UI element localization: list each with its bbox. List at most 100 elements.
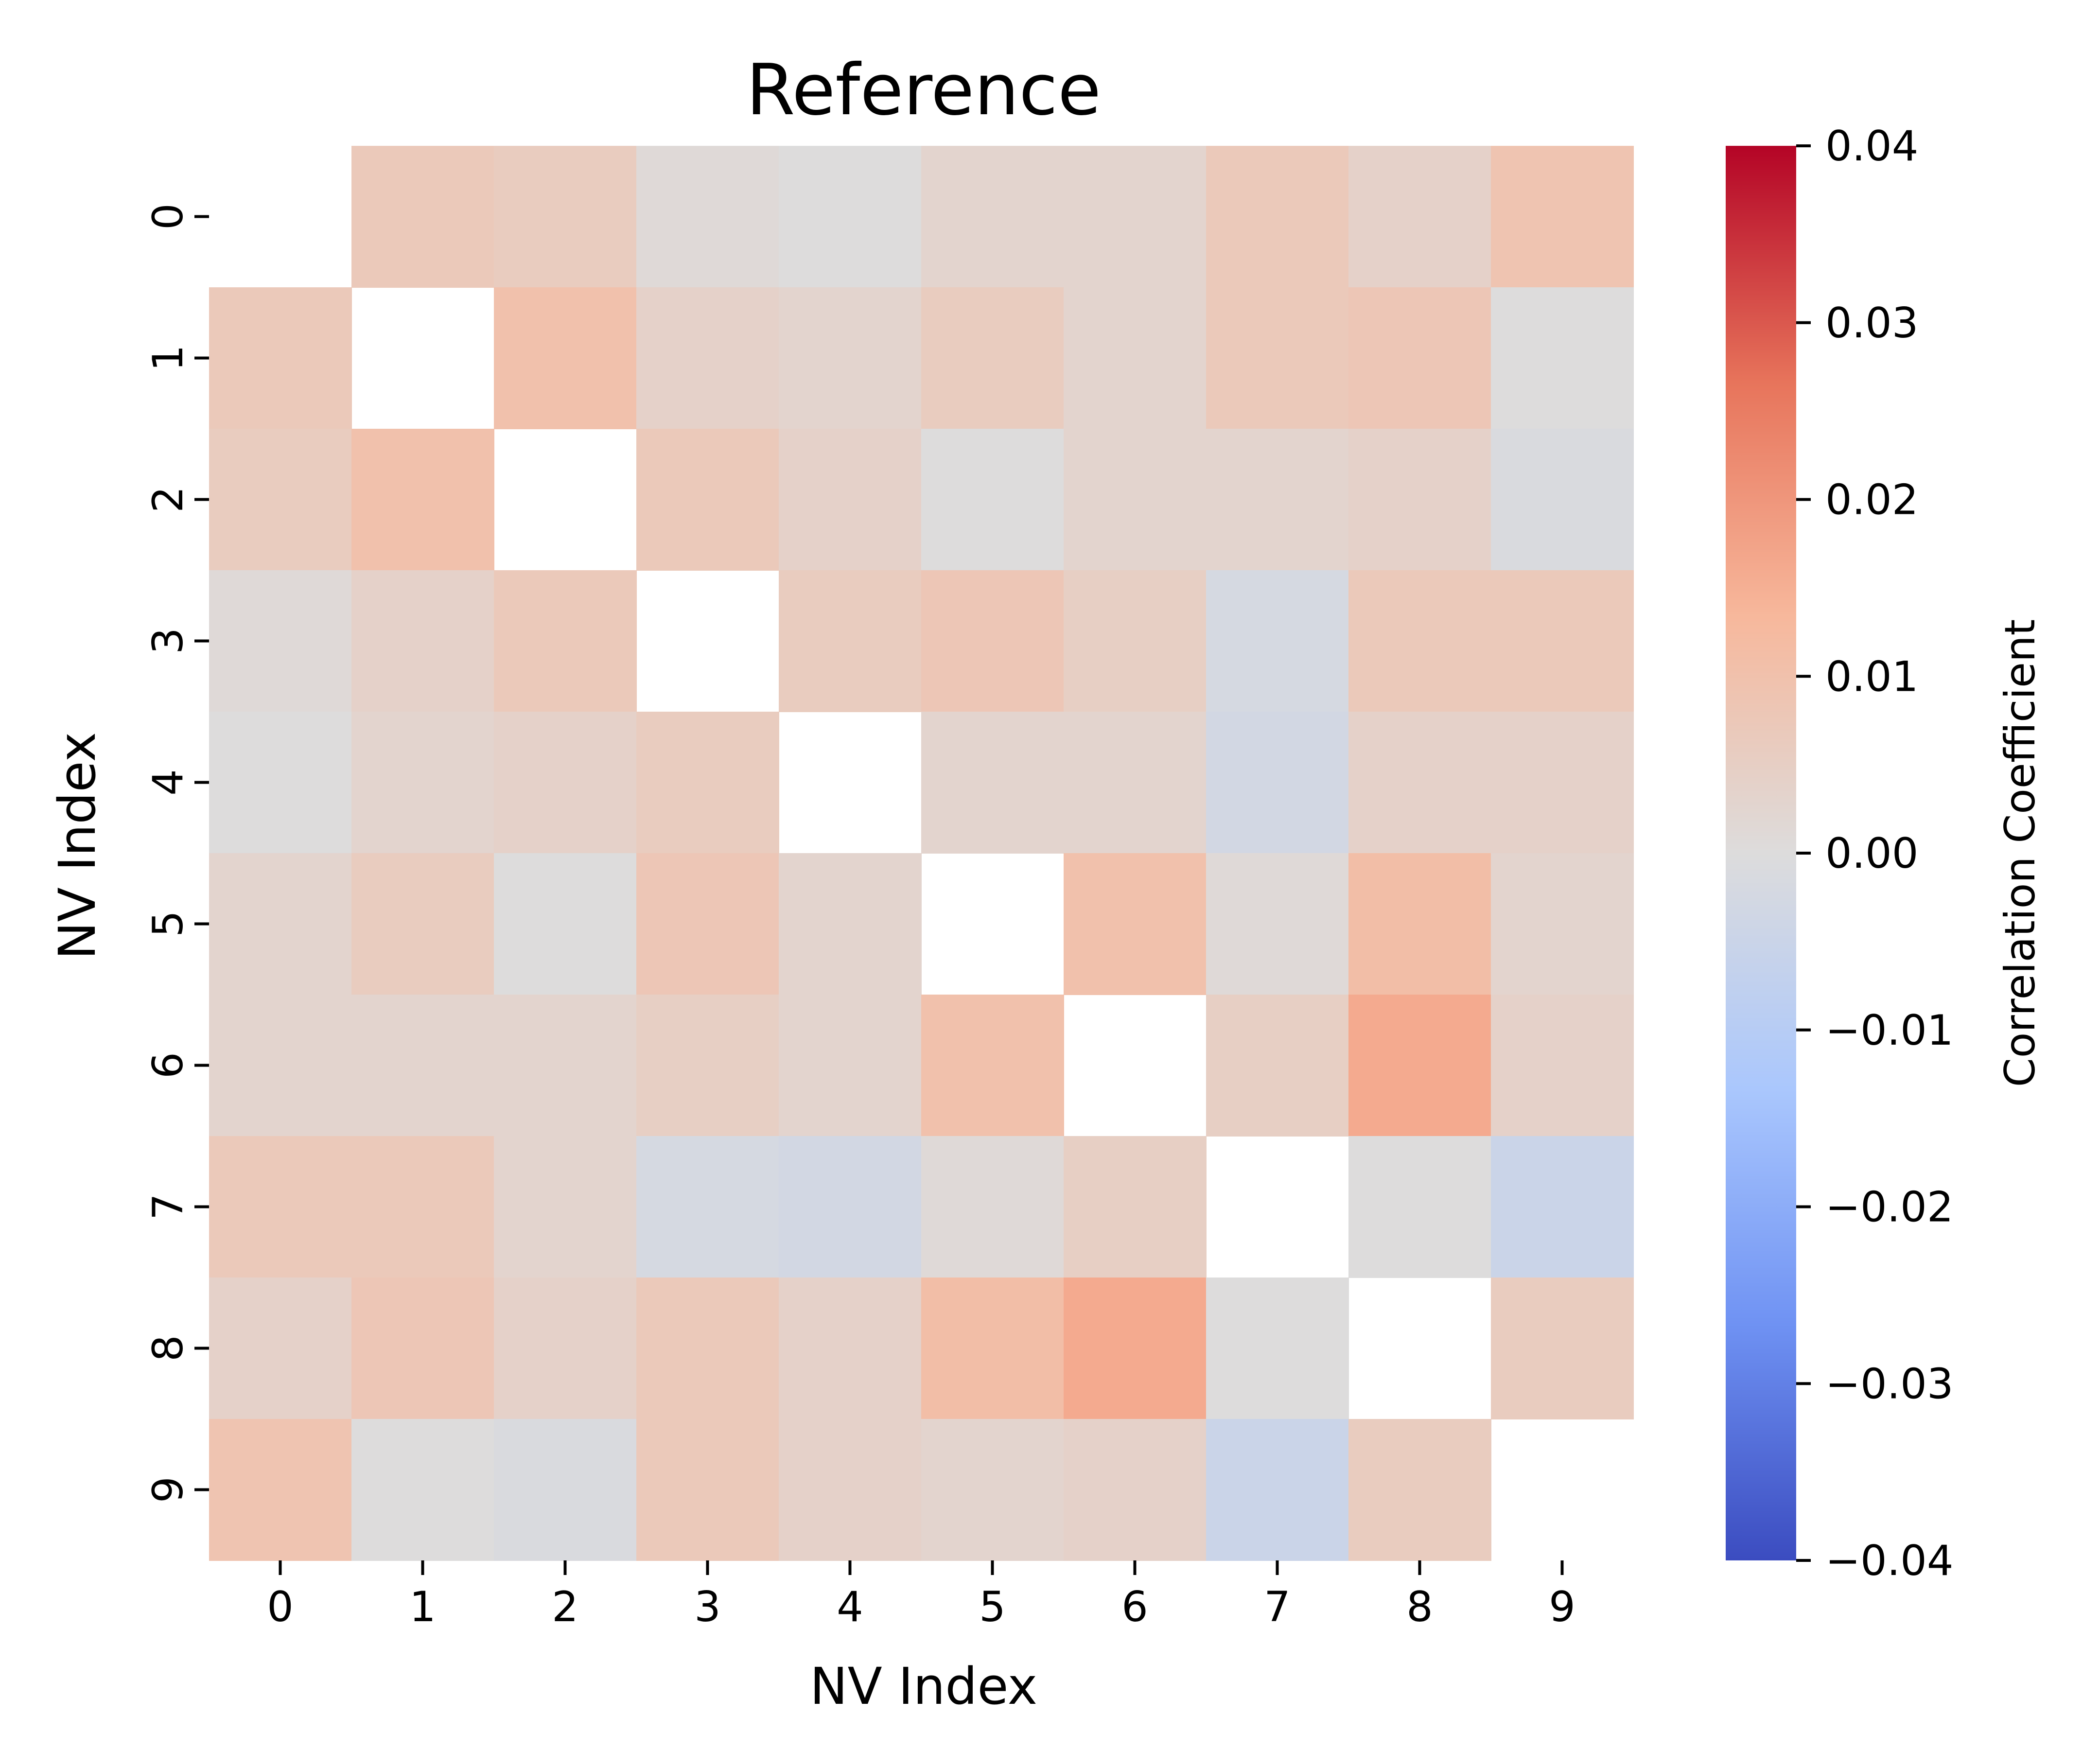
heatmap-cell [1064, 853, 1207, 995]
colorbar-tick-label: 0.04 [1825, 122, 1918, 171]
heatmap-cell [636, 1278, 779, 1419]
colorbar [1726, 146, 1796, 1560]
heatmap-cell [351, 429, 494, 571]
heatmap-cell [494, 995, 637, 1137]
x-tick-label: 0 [267, 1583, 294, 1631]
heatmap-cell [921, 995, 1064, 1137]
heatmap-cell [921, 1278, 1064, 1419]
heatmap-cell [921, 429, 1064, 571]
heatmap-cell [921, 1419, 1064, 1561]
heatmap-cell [1491, 853, 1634, 995]
heatmap-cells [209, 146, 1634, 1561]
heatmap-cell [1491, 287, 1634, 429]
colorbar-tick-label: 0.00 [1825, 829, 1918, 878]
y-tick-label: 4 [144, 769, 192, 796]
heatmap-cell [209, 1136, 352, 1278]
chart-title: Reference [746, 49, 1101, 131]
heatmap-cell [1064, 712, 1207, 854]
colorbar-tick-label: 0.03 [1825, 299, 1918, 348]
x-tick-label: 5 [979, 1583, 1006, 1631]
heatmap-cell [209, 995, 352, 1137]
heatmap-cell [636, 1136, 779, 1278]
heatmap-cell [1348, 287, 1491, 429]
heatmap-cell [1491, 1136, 1634, 1278]
heatmap-cell [779, 570, 922, 712]
heatmap-cell [1206, 570, 1349, 712]
y-axis-label: NV Index [48, 732, 107, 960]
heatmap-cell [779, 1419, 922, 1561]
heatmap-cell [779, 853, 922, 995]
x-tick-label: 7 [1264, 1583, 1291, 1631]
heatmap-cell [351, 146, 494, 288]
x-axis-label: NV Index [810, 1657, 1037, 1716]
heatmap-cell [1206, 1419, 1349, 1561]
heatmap-cell [494, 570, 637, 712]
heatmap-cell [1206, 287, 1349, 429]
heatmap-cell [1064, 287, 1207, 429]
heatmap-cell [1348, 853, 1491, 995]
colorbar-tick-label: −0.04 [1825, 1537, 1954, 1585]
heatmap-cell [494, 853, 637, 995]
heatmap-cell [494, 1136, 637, 1278]
x-tick-label: 9 [1549, 1583, 1575, 1631]
heatmap-cell [1491, 146, 1634, 288]
x-tick-label: 8 [1406, 1583, 1433, 1631]
heatmap-cell [209, 1419, 352, 1561]
y-tick-label: 6 [144, 1052, 192, 1079]
heatmap-cell [351, 570, 494, 712]
heatmap-cell [636, 853, 779, 995]
heatmap-cell [209, 429, 352, 571]
heatmap-cell [351, 1419, 494, 1561]
heatmap-cell [1348, 146, 1491, 288]
heatmap-cell [1491, 1278, 1634, 1419]
y-tick-label: 7 [144, 1193, 192, 1220]
heatmap-cell [636, 146, 779, 288]
heatmap-cell [636, 712, 779, 854]
heatmap-cell [1206, 712, 1349, 854]
x-tick-label: 1 [409, 1583, 436, 1631]
heatmap-cell [351, 853, 494, 995]
heatmap-cell [494, 287, 637, 429]
heatmap-cell [1206, 853, 1349, 995]
heatmap-cell [351, 1278, 494, 1419]
heatmap-cell [636, 995, 779, 1137]
heatmap-cell [351, 995, 494, 1137]
colorbar-tick-label: −0.01 [1825, 1006, 1954, 1055]
x-tick-label: 2 [552, 1583, 578, 1631]
heatmap-cell [921, 712, 1064, 854]
heatmap-cell [351, 712, 494, 854]
heatmap-cell [1064, 429, 1207, 571]
y-tick-label: 3 [144, 628, 192, 654]
heatmap-cell [494, 146, 637, 288]
y-tick-label: 5 [144, 910, 192, 937]
heatmap-cell [921, 146, 1064, 288]
colorbar-tick-label: −0.02 [1825, 1183, 1954, 1232]
colorbar-tick-label: 0.02 [1825, 476, 1918, 525]
heatmap-cell [779, 1136, 922, 1278]
heatmap-cell [779, 146, 922, 288]
heatmap-cell [921, 1136, 1064, 1278]
y-axis-ticks: 0 1 2 3 4 5 6 7 8 9 [144, 203, 209, 1503]
heatmap-cell [209, 1278, 352, 1419]
y-tick-label: 8 [144, 1335, 192, 1362]
heatmap-cell [636, 287, 779, 429]
heatmap-cell [1206, 1278, 1349, 1419]
heatmap-cell [1348, 570, 1491, 712]
heatmap-cell [1064, 1136, 1207, 1278]
heatmap-cell [779, 287, 922, 429]
heatmap-cell [636, 1419, 779, 1561]
heatmap-cell [636, 429, 779, 571]
x-tick-label: 3 [694, 1583, 721, 1631]
y-tick-label: 1 [144, 345, 192, 371]
heatmap-cell [1491, 995, 1634, 1137]
heatmap-cell [494, 1419, 637, 1561]
heatmap-cell [351, 1136, 494, 1278]
heatmap-cell [209, 853, 352, 995]
heatmap-cell [494, 1278, 637, 1419]
heatmap-cell [1348, 712, 1491, 854]
heatmap-cell [779, 1278, 922, 1419]
colorbar-ticks: 0.04 0.03 0.02 0.01 0.00 −0.01 −0.02 −0.03 −0.04 [1796, 122, 1954, 1585]
heatmap-cell [1491, 570, 1634, 712]
heatmap-cell [921, 570, 1064, 712]
